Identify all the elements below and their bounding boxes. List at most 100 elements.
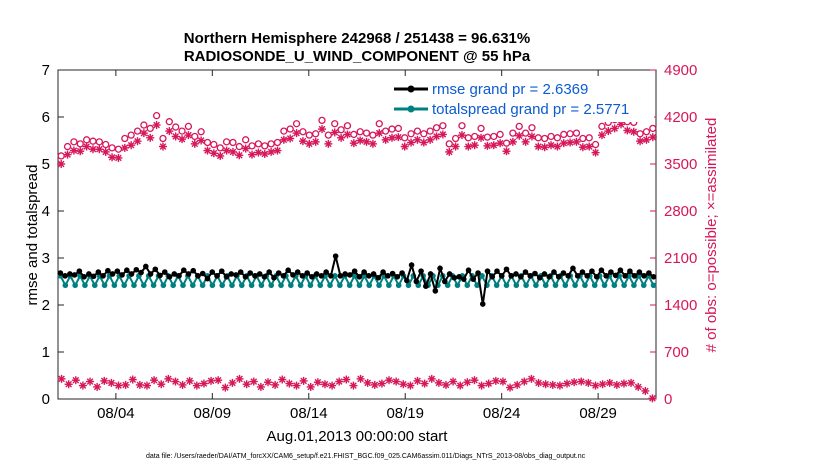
totalspread-point — [101, 282, 108, 289]
totalspread-point — [62, 282, 69, 289]
rmse-point — [318, 273, 325, 279]
obs-assimilated-point — [477, 381, 486, 390]
rmse-point — [584, 273, 590, 279]
rmse-point — [190, 267, 197, 274]
obs-possible-point — [413, 127, 422, 135]
obs-assimilated-point — [381, 135, 390, 144]
obs-possible-point — [362, 129, 371, 137]
rmse-point — [313, 271, 320, 277]
rmse-point — [204, 275, 211, 282]
totalspread-point — [288, 282, 294, 289]
obs-assimilated-point — [57, 160, 66, 168]
totalspread-point — [170, 282, 176, 289]
rmse-point — [57, 270, 64, 276]
y-axis-left-label: rmse and totalspread — [24, 165, 41, 306]
x-tick-label: 08/24 — [483, 405, 521, 422]
obs-assimilated-point — [508, 137, 517, 146]
obs-assimilated-point — [648, 394, 657, 403]
rmse-point — [247, 270, 254, 276]
obs-assimilated-point — [527, 374, 536, 383]
rmse-point — [161, 269, 168, 275]
totalspread-point — [464, 282, 471, 289]
rmse-point — [119, 272, 125, 278]
rmse-point — [389, 270, 396, 277]
obs-assimilated-point — [496, 139, 505, 148]
rmse-point — [309, 274, 315, 280]
obs-assimilated-point — [142, 381, 151, 390]
obs-assimilated-point — [540, 143, 549, 152]
obs-assimilated-point — [228, 378, 237, 387]
chart-title-line2: RADIOSONDE_U_WIND_COMPONENT @ 55 hPa — [184, 48, 531, 65]
obs-assimilated-point — [328, 381, 337, 390]
totalspread-point — [523, 282, 529, 289]
totalspread-point — [611, 282, 618, 289]
obs-possible-point — [76, 140, 84, 148]
obs-assimilated-point — [489, 141, 498, 150]
rmse-point — [627, 268, 633, 274]
totalspread-point — [140, 282, 147, 289]
obs-possible-point — [152, 112, 161, 120]
obs-assimilated-point — [152, 121, 161, 130]
obs-assimilated-point — [629, 127, 638, 136]
obs-possible-point — [521, 129, 530, 137]
rmse-point — [442, 278, 448, 285]
obs-assimilated-point — [76, 147, 85, 156]
rmse-point — [351, 268, 358, 274]
obs-possible-point — [369, 131, 377, 139]
obs-possible-point — [528, 124, 536, 132]
rmse-point — [489, 274, 496, 280]
obs-assimilated-point — [88, 145, 97, 154]
totalspread-point — [121, 282, 127, 289]
obs-possible-point — [133, 127, 142, 135]
obs-assimilated-point — [221, 383, 230, 392]
obs-possible-point — [102, 140, 110, 149]
rmse-point — [522, 269, 529, 275]
y-tick-label-right: 2100 — [664, 250, 697, 267]
obs-assimilated-point — [427, 374, 436, 383]
rmse-point — [218, 268, 225, 274]
rmse-point — [503, 266, 510, 273]
obs-possible-point — [445, 140, 453, 148]
rmse-point — [290, 272, 296, 278]
obs-assimilated-point — [591, 381, 600, 390]
obs-assimilated-point — [178, 135, 187, 144]
rmse-point — [404, 277, 410, 284]
rmse-point — [399, 270, 405, 276]
axis-ticks: 08/04 08/09 08/14 08/19 08/24 08/29 0 1 2 3 4 5 6 7 0 7… — [42, 62, 698, 422]
y-axis-right-label: # of obs: o=possible; ×=assimilated — [703, 118, 720, 353]
obs-assimilated-point — [406, 381, 415, 390]
rmse-point — [641, 273, 647, 279]
rmse-point — [385, 273, 391, 279]
obs-assimilated-point — [158, 142, 167, 151]
rmse-point — [517, 274, 524, 280]
legend-rmse-label: rmse grand pr = 2.6369 — [432, 81, 588, 98]
rmse-point — [199, 270, 206, 277]
rmse-point — [622, 273, 628, 279]
rmse-point — [86, 271, 92, 277]
obs-possible-point — [394, 124, 403, 133]
obs-assimilated-point — [534, 378, 543, 387]
obs-possible-point — [242, 136, 250, 144]
totalspread-point — [542, 282, 549, 289]
obs-possible-point — [477, 124, 485, 133]
obs-possible-point — [381, 127, 390, 135]
rmse-point — [147, 271, 154, 277]
obs-assimilated-point — [146, 133, 155, 142]
totalspread-point — [503, 282, 510, 289]
totalspread-point — [199, 282, 206, 289]
totalspread-point — [239, 282, 245, 289]
obs-possible-point — [420, 130, 428, 138]
obs-assimilated-point — [311, 137, 320, 146]
obs-possible-point — [490, 132, 498, 141]
obs-assimilated-point — [363, 378, 372, 387]
totalspread-point — [180, 282, 186, 289]
obs-assimilated-point — [306, 382, 315, 391]
rmse-point — [332, 253, 339, 259]
obs-assimilated-point — [570, 378, 579, 387]
rmse-point — [356, 274, 363, 280]
rmse-point — [261, 274, 268, 280]
totalspread-point — [111, 282, 118, 289]
obs-possible-point — [191, 132, 199, 141]
rmse-point — [105, 267, 111, 274]
